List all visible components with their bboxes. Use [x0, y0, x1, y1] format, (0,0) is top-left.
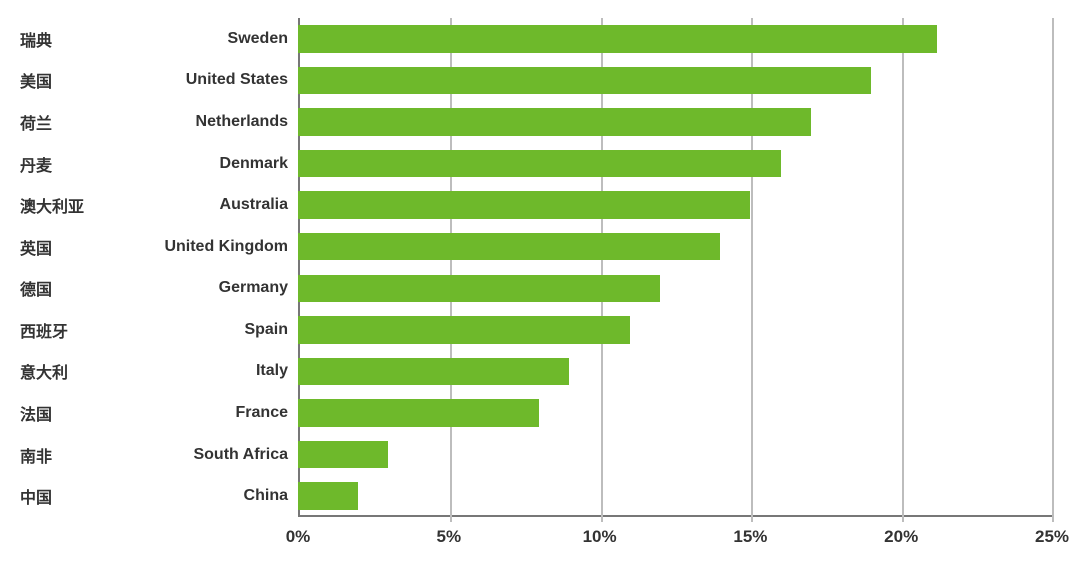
plot-cell	[298, 267, 1052, 309]
bar	[298, 191, 750, 218]
plot-cell	[298, 143, 1052, 185]
plot-cell	[298, 184, 1052, 226]
row-label-secondary: 西班牙	[20, 318, 112, 342]
row-label-secondary: 瑞典	[20, 27, 112, 51]
chart-row: 法国France	[20, 392, 1052, 434]
row-label-secondary: 德国	[20, 276, 112, 300]
plot-cell	[298, 392, 1052, 434]
row-label-secondary: 南非	[20, 443, 112, 467]
plot-cell	[298, 60, 1052, 102]
x-axis-labels: 0%5%10%15%20%25%	[298, 527, 1052, 555]
plot-cell	[298, 351, 1052, 393]
plot-cell	[298, 475, 1052, 517]
bar	[298, 482, 358, 509]
bar	[298, 108, 811, 135]
x-tick-label: 15%	[733, 527, 767, 547]
x-tick-label: 0%	[286, 527, 311, 547]
row-label-primary: United Kingdom	[112, 238, 298, 256]
chart-row: 德国Germany	[20, 267, 1052, 309]
bar	[298, 399, 539, 426]
row-label-secondary: 澳大利亚	[20, 193, 112, 217]
bar	[298, 441, 388, 468]
row-label-secondary: 意大利	[20, 359, 112, 383]
row-label-secondary: 中国	[20, 484, 112, 508]
row-label-secondary: 英国	[20, 235, 112, 259]
chart-row: 澳大利亚Australia	[20, 184, 1052, 226]
row-label-primary: China	[112, 487, 298, 505]
bar	[298, 358, 569, 385]
x-tick-label: 25%	[1035, 527, 1069, 547]
chart-row: 英国United Kingdom	[20, 226, 1052, 268]
bar	[298, 150, 781, 177]
chart-rows: 瑞典Sweden美国United States荷兰Netherlands丹麦De…	[20, 18, 1052, 517]
chart-row: 丹麦Denmark	[20, 143, 1052, 185]
row-label-primary: Italy	[112, 362, 298, 380]
plot-cell	[298, 309, 1052, 351]
horizontal-bar-chart: 瑞典Sweden美国United States荷兰Netherlands丹麦De…	[0, 0, 1080, 565]
bar	[298, 233, 720, 260]
row-label-primary: Denmark	[112, 155, 298, 173]
chart-row: 中国China	[20, 475, 1052, 517]
gridline	[1052, 18, 1054, 522]
row-label-primary: France	[112, 404, 298, 422]
row-label-primary: United States	[112, 71, 298, 89]
row-label-primary: Netherlands	[112, 113, 298, 131]
bar	[298, 316, 630, 343]
row-label-primary: Sweden	[112, 30, 298, 48]
bar	[298, 275, 660, 302]
row-label-primary: Germany	[112, 279, 298, 297]
chart-row: 瑞典Sweden	[20, 18, 1052, 60]
row-label-secondary: 美国	[20, 68, 112, 92]
plot-cell	[298, 434, 1052, 476]
row-label-primary: Australia	[112, 196, 298, 214]
chart-row: 美国United States	[20, 60, 1052, 102]
bar	[298, 67, 871, 94]
row-label-primary: South Africa	[112, 446, 298, 464]
chart-row: 意大利Italy	[20, 351, 1052, 393]
row-label-secondary: 荷兰	[20, 110, 112, 134]
row-label-secondary: 法国	[20, 401, 112, 425]
chart-row: 西班牙Spain	[20, 309, 1052, 351]
x-tick-label: 20%	[884, 527, 918, 547]
plot-cell	[298, 101, 1052, 143]
plot-cell	[298, 18, 1052, 60]
row-label-primary: Spain	[112, 321, 298, 339]
chart-row: 南非South Africa	[20, 434, 1052, 476]
plot-cell	[298, 226, 1052, 268]
row-label-secondary: 丹麦	[20, 152, 112, 176]
x-tick-label: 10%	[583, 527, 617, 547]
x-tick-label: 5%	[437, 527, 462, 547]
bar	[298, 25, 937, 52]
chart-row: 荷兰Netherlands	[20, 101, 1052, 143]
